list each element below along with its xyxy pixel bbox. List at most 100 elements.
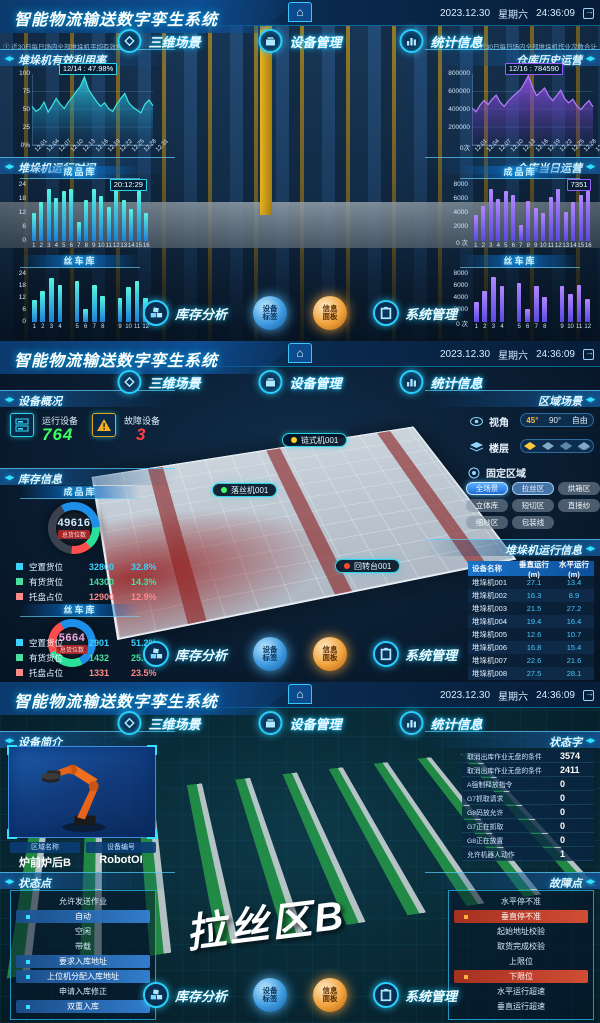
table-row[interactable]: 堆垛机007 22.6 21.6	[468, 654, 594, 667]
tab-3d-scene[interactable]: 三维场景	[117, 370, 200, 394]
bottom-orb-info-panel[interactable]: 信息 面板	[313, 637, 347, 671]
point-item[interactable]: 上限位	[454, 955, 588, 968]
bar[interactable]	[129, 208, 134, 241]
bar[interactable]	[39, 202, 44, 241]
region-button[interactable]: 烘箱区	[558, 482, 600, 495]
table-row[interactable]: 堆垛机006 16.8 15.4	[468, 641, 594, 654]
history-area-chart[interactable]: 800000 600000 400000 200000 0次 12.01 12.04 12.…	[448, 63, 600, 154]
bar[interactable]	[511, 194, 516, 241]
runtime-product-bars[interactable]: 24 18 12 6 0 1 2 3 4 5 6 7 8 9 10 11 12 13 14 15 16 20:12:29	[18, 179, 150, 249]
bar[interactable]	[121, 200, 126, 241]
scene-device-label[interactable]: 链式机001	[282, 433, 348, 447]
bar[interactable]	[563, 212, 568, 241]
point-item[interactable]: 带载	[16, 940, 150, 953]
home-icon[interactable]: ⌂	[288, 2, 312, 22]
bar[interactable]	[481, 206, 486, 241]
bottom-orb-info-panel[interactable]: 信息 面板	[313, 296, 347, 330]
bar[interactable]	[548, 197, 553, 241]
bar[interactable]	[526, 200, 531, 241]
bar[interactable]	[473, 301, 479, 322]
table-row[interactable]: 堆垛机005 12.6 10.7	[468, 628, 594, 641]
scene-device-label[interactable]: 落丝机001	[212, 483, 278, 497]
bar[interactable]	[525, 309, 530, 322]
bar[interactable]	[541, 213, 546, 241]
bar[interactable]	[54, 197, 59, 241]
bar[interactable]	[533, 285, 539, 322]
bar[interactable]	[503, 190, 508, 241]
point-item[interactable]: 上位机分配入库地址	[16, 970, 150, 983]
runtime-silk-bars[interactable]: 24 18 12 6 0 1 2 3 4 5 6 7 8 9 10 11 12	[18, 270, 150, 330]
bar[interactable]	[84, 200, 89, 241]
bar[interactable]	[49, 277, 54, 322]
floor-icon[interactable]	[524, 442, 536, 450]
point-item[interactable]: 双重入库	[16, 1000, 150, 1013]
bar[interactable]	[91, 189, 96, 241]
bar[interactable]	[518, 224, 523, 241]
bottom-tab-system[interactable]: 系统管理	[373, 641, 457, 667]
bar[interactable]	[585, 299, 590, 322]
region-button[interactable]: 细纱区	[466, 516, 508, 529]
bar[interactable]	[482, 290, 488, 322]
view-45[interactable]: 45°	[526, 415, 539, 425]
today-product-bars[interactable]: 8000 6000 4000 2000 0 次 1 2 3 4 5 6 7 8 9 10 11 12 13 14 15…	[453, 179, 592, 249]
region-button[interactable]: 直接纱	[558, 499, 600, 512]
bar[interactable]	[61, 191, 66, 241]
bar[interactable]	[542, 297, 548, 322]
3d-floorplan[interactable]	[91, 426, 517, 641]
floor-options[interactable]	[520, 439, 594, 453]
bar[interactable]	[126, 286, 131, 322]
table-row[interactable]: 堆垛机001 27.1 13.4	[468, 576, 594, 589]
region-button[interactable]: 包装线	[512, 516, 554, 529]
bar[interactable]	[556, 188, 561, 241]
point-item[interactable]: 取货完成校验	[454, 940, 588, 953]
home-icon[interactable]: ⌂	[288, 684, 312, 704]
home-icon[interactable]: ⌂	[288, 343, 312, 363]
bar[interactable]	[576, 285, 582, 322]
bar[interactable]	[488, 189, 493, 241]
point-item[interactable]: 允许发送作业	[16, 895, 150, 908]
bar[interactable]	[57, 285, 63, 322]
bottom-tab-system[interactable]: 系统管理	[373, 982, 457, 1008]
point-item[interactable]: 申请入库修正	[16, 985, 150, 998]
tab-device-mgmt[interactable]: 设备管理	[258, 29, 342, 53]
bar[interactable]	[516, 282, 522, 322]
bar[interactable]	[31, 299, 37, 322]
bar[interactable]	[74, 281, 80, 322]
tab-3d-scene[interactable]: 三维场景	[117, 29, 200, 53]
tab-statistics[interactable]: 统计信息	[399, 29, 483, 53]
point-item[interactable]: 空闲	[16, 925, 150, 938]
bottom-tab-inventory[interactable]: 库存分析	[142, 982, 227, 1008]
bar[interactable]	[499, 286, 505, 322]
view-free[interactable]: 自由	[571, 415, 588, 425]
point-item[interactable]: 垂直运行超速	[454, 1000, 588, 1013]
bar[interactable]	[136, 191, 141, 241]
silk-donut[interactable]: 5664 总货位数	[48, 619, 96, 667]
floor-icon[interactable]	[560, 442, 572, 450]
tab-3d-scene[interactable]: 三维场景	[117, 711, 200, 735]
bar[interactable]	[46, 189, 51, 241]
region-button[interactable]: 短切区	[512, 499, 554, 512]
bar[interactable]	[31, 213, 36, 241]
table-row[interactable]: 堆垛机003 21.5 27.2	[468, 602, 594, 615]
bar[interactable]	[586, 191, 591, 241]
view-angle-options[interactable]: 45° 90° 自由	[520, 413, 594, 427]
today-silk-bars[interactable]: 8000 6000 4000 2000 0 次 1 2 3 4 5 6 7 8 9 10 11 12	[453, 270, 592, 330]
table-row[interactable]: 堆垛机004 19.4 16.4	[468, 615, 594, 628]
bottom-orb-device-tag[interactable]: 设备 标签	[253, 296, 287, 330]
bar[interactable]	[117, 298, 123, 322]
exit-icon[interactable]	[583, 347, 594, 360]
tab-statistics[interactable]: 统计信息	[399, 711, 483, 735]
region-button[interactable]: 全场景	[466, 482, 508, 495]
bottom-orb-device-tag[interactable]: 设备 标签	[253, 978, 287, 1012]
tab-device-mgmt[interactable]: 设备管理	[258, 711, 342, 735]
floor-icon[interactable]	[578, 442, 590, 450]
bar[interactable]	[491, 277, 496, 322]
point-item[interactable]: 下限位	[454, 970, 588, 983]
bar[interactable]	[473, 214, 478, 241]
bar[interactable]	[114, 189, 119, 241]
exit-icon[interactable]	[583, 6, 594, 19]
point-item[interactable]: 垂直停不准	[454, 910, 588, 923]
bar[interactable]	[91, 285, 97, 322]
stacker-table[interactable]: 设备名称 垂直运行(m) 水平运行(m) 堆垛机001 27.1 13.4 堆垛机00…	[468, 560, 594, 680]
bar[interactable]	[83, 309, 88, 322]
